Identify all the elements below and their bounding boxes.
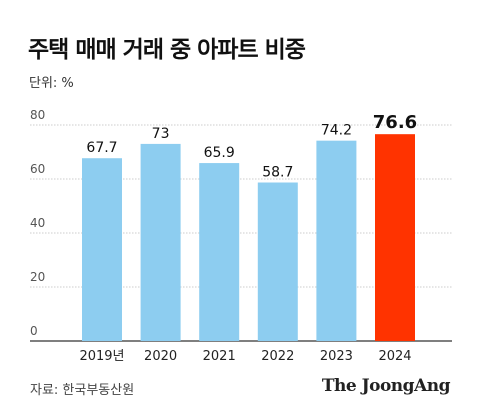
chart-title: 주택 매매 거래 중 아파트 비중 (28, 37, 306, 63)
source-note: 자료: 한국부동산원 (30, 383, 135, 398)
category-label: 2022 (261, 349, 294, 364)
category-label: 2023 (320, 349, 353, 364)
y-tick-label: 0 (30, 324, 38, 338)
bar (375, 134, 415, 341)
bar (82, 158, 122, 341)
y-tick-labels: 0 20 40 60 80 (30, 108, 45, 338)
category-label: 2020 (144, 349, 177, 364)
value-label: 73 (152, 126, 170, 142)
bar (257, 182, 298, 341)
value-label: 65.9 (204, 145, 235, 161)
value-labels: 67.7 73 65.9 58.7 74.2 76.6 (86, 112, 417, 180)
y-tick-label: 80 (30, 108, 45, 122)
brand-logo: The JoongAng (321, 376, 451, 396)
unit-label: 단위: % (29, 76, 74, 91)
bars (82, 134, 415, 341)
value-label: 58.7 (262, 165, 293, 181)
y-tick-label: 20 (30, 270, 45, 284)
category-label: 2019년 (79, 349, 124, 364)
value-label: 76.6 (373, 112, 417, 133)
category-labels: 2019년 2020 2021 2022 2023 2024 (79, 349, 411, 364)
value-label: 67.7 (86, 140, 117, 156)
y-tick-label: 60 (30, 162, 45, 176)
y-tick-label: 40 (30, 216, 45, 230)
bar (199, 163, 240, 341)
bar (316, 140, 357, 341)
category-label: 2024 (378, 349, 411, 364)
value-label: 74.2 (321, 123, 352, 139)
bar (140, 143, 181, 341)
category-label: 2021 (203, 349, 236, 364)
